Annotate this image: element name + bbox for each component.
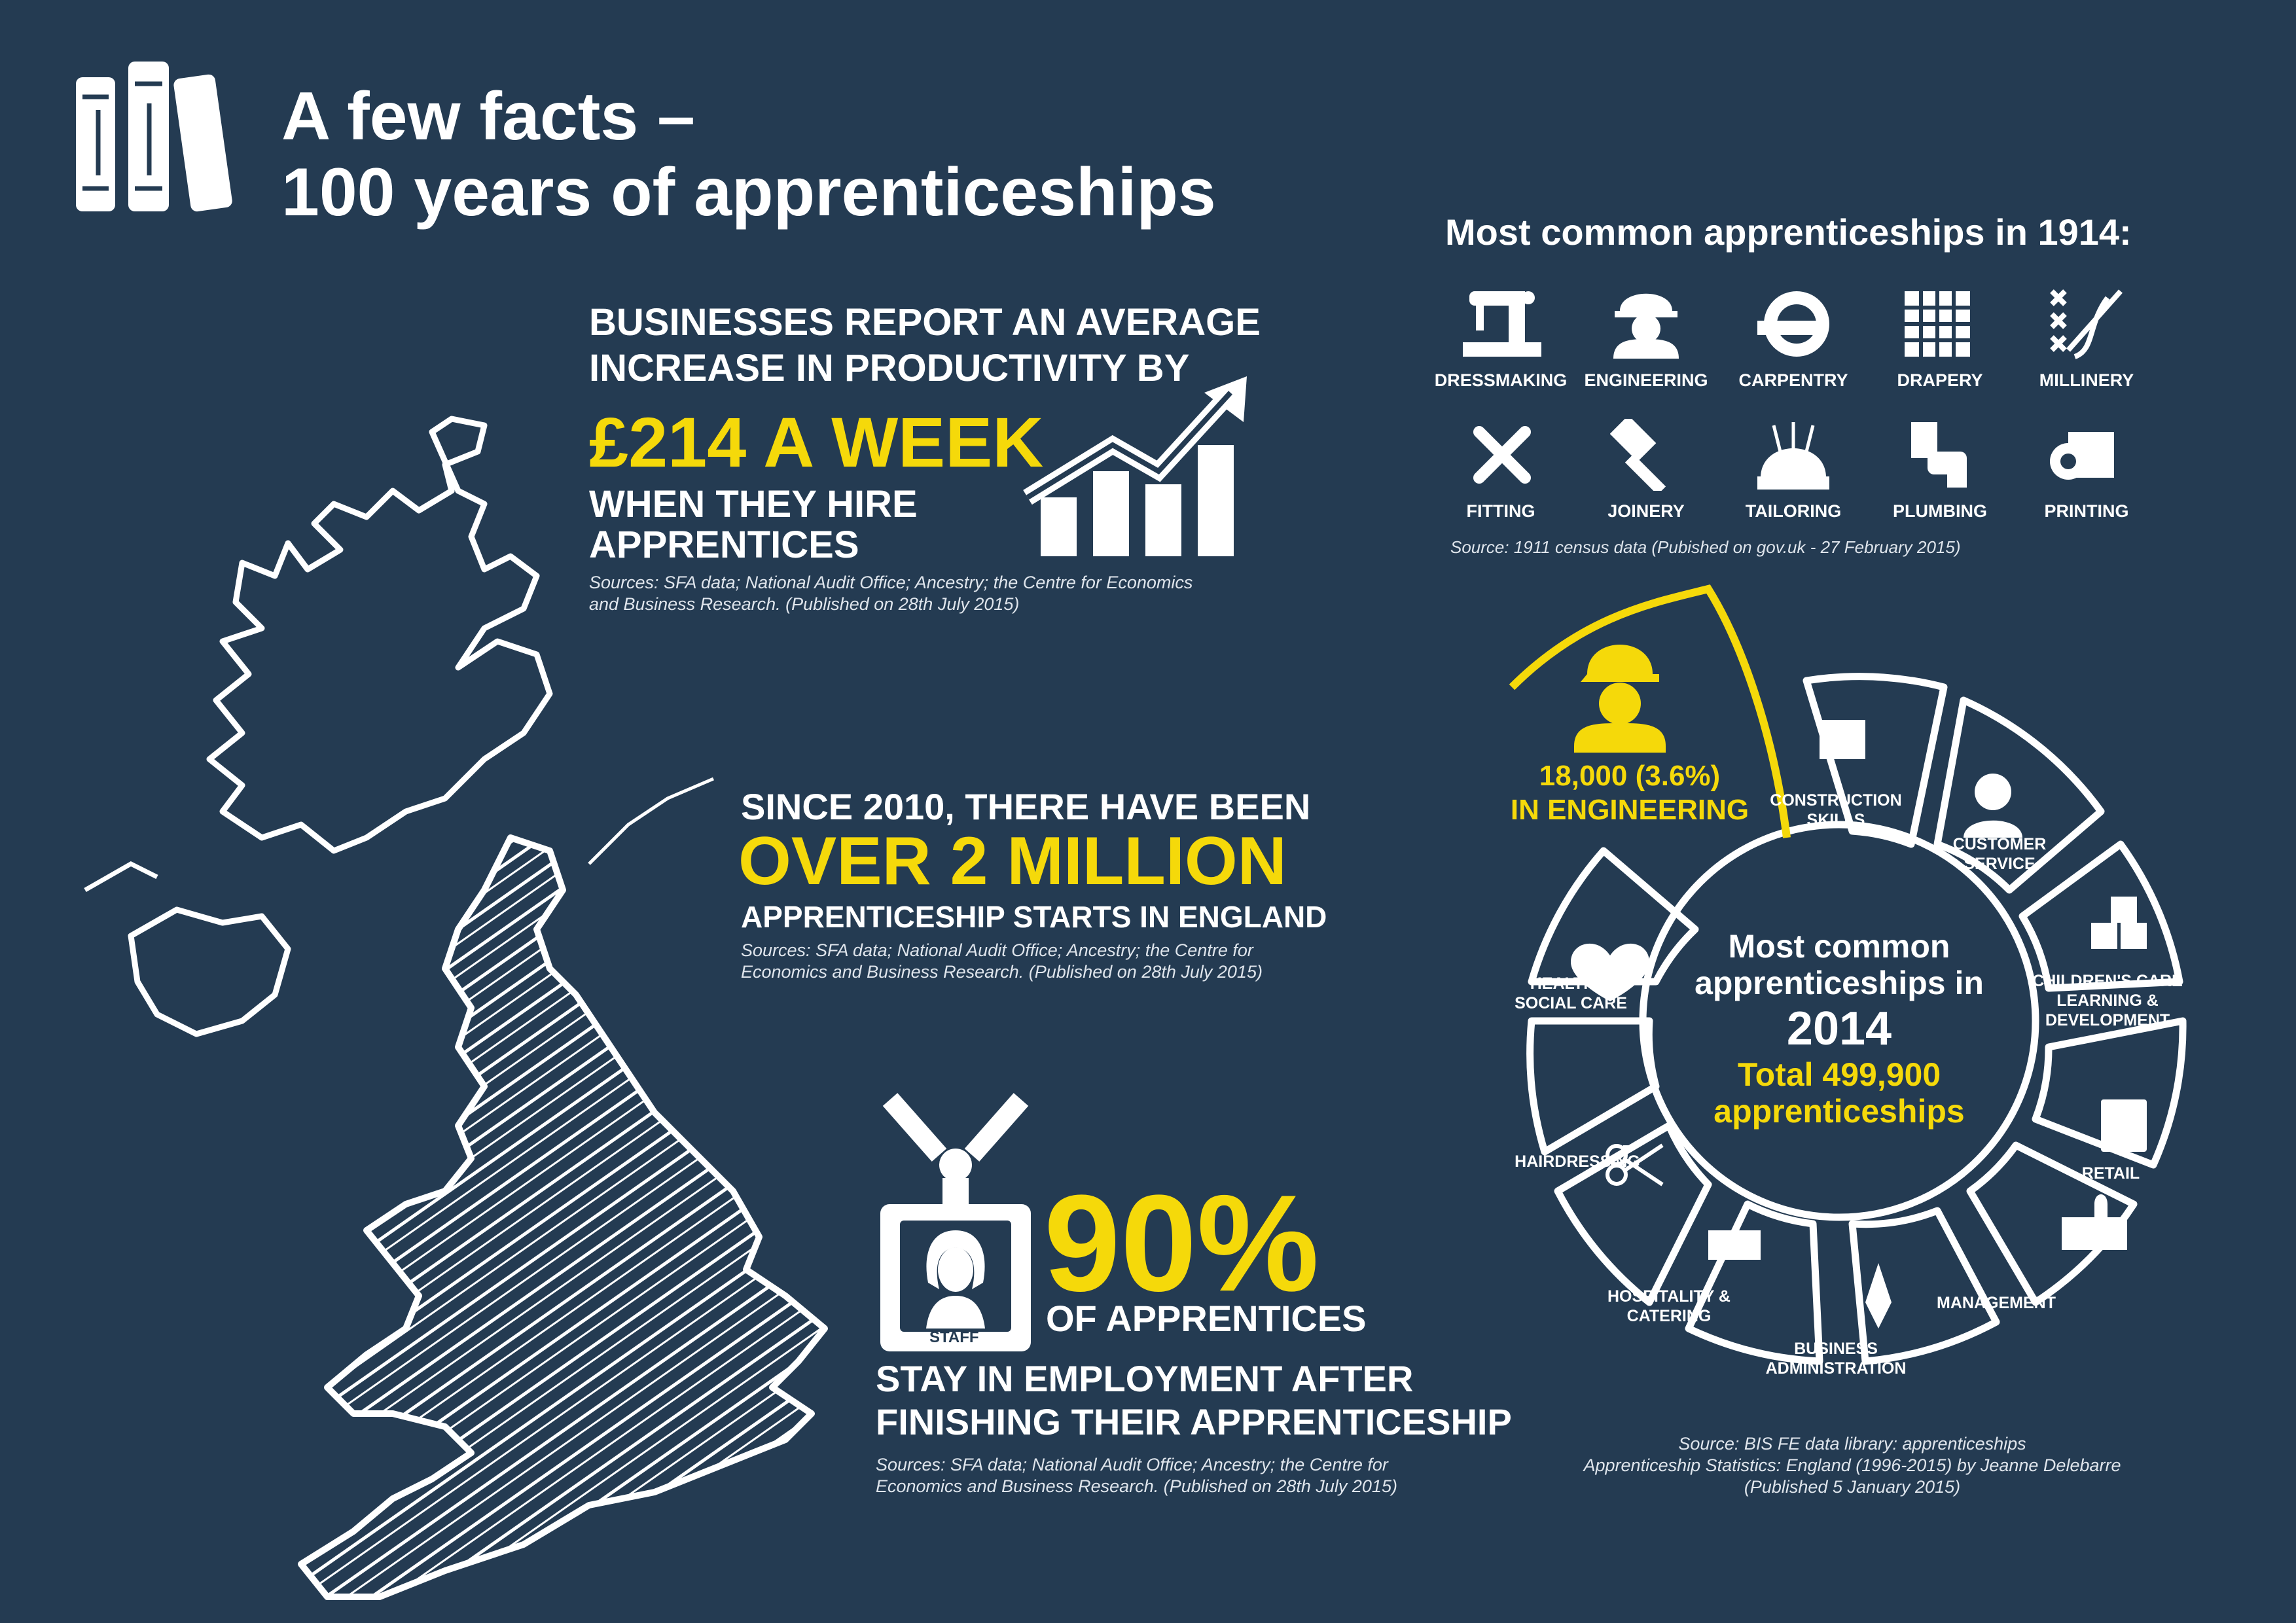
- productivity-text: BUSINESSES REPORT AN AVERAGE INCREASE IN…: [589, 300, 1261, 391]
- productivity-line-1: BUSINESSES REPORT AN AVERAGE: [589, 301, 1261, 344]
- segment-retail-1: RETAIL: [2081, 1164, 2140, 1183]
- joinery-icon: [1610, 419, 1666, 491]
- segment-hospitality: HOSPITALITY & CATERING: [1571, 1287, 1767, 1326]
- segment-children: CHILDREN'S CARE LEARNING & DEVELOPMENT: [2009, 971, 2206, 1030]
- wheel-center: Most common apprenticeships in 2014 Tota…: [1643, 928, 2036, 1130]
- apprenticeship-wheel: [1509, 584, 2187, 1365]
- uk-map: [84, 416, 828, 1600]
- dressmaking-icon: [1463, 291, 1541, 357]
- engineering-highlight: 18,000 (3.6%) IN ENGINEERING: [1476, 759, 1784, 827]
- starts-source-1: Sources: SFA data; National Audit Office…: [741, 940, 1253, 960]
- employment-source-2: Economics and Business Research. (Publis…: [876, 1476, 1397, 1496]
- employment-percent: 90%: [1044, 1166, 1319, 1320]
- fitting-icon: [1473, 426, 1531, 484]
- engineering-highlight-label: IN ENGINEERING: [1510, 794, 1749, 826]
- segment-customer-2: SERVICE: [1964, 855, 2036, 873]
- staff-badge-label: STAFF: [929, 1329, 979, 1346]
- segment-health: HEALTH & SOCIAL CARE: [1492, 974, 1649, 1013]
- productivity-source-1: Sources: SFA data; National Audit Office…: [589, 573, 1193, 592]
- printing-icon: [2050, 432, 2114, 480]
- wheel-total-2: apprenticeships: [1713, 1093, 1965, 1130]
- label-plumbing: PLUMBING: [1893, 501, 1987, 521]
- segment-retail: RETAIL: [2049, 1164, 2173, 1183]
- wheel-center-line-2: apprenticeships in: [1695, 965, 1984, 1001]
- segment-health-1: HEALTH &: [1530, 974, 1612, 993]
- starts-line-2: APPRENTICESHIP STARTS IN ENGLAND: [741, 900, 1327, 934]
- common-2014-source: Source: BIS FE data library: apprentices…: [1525, 1433, 2179, 1498]
- segment-health-2: SOCIAL CARE: [1515, 994, 1627, 1012]
- productivity-line-2: INCREASE IN PRODUCTIVITY BY: [589, 347, 1190, 389]
- wheel-center-year: 2014: [1786, 1003, 1892, 1055]
- productivity-line-4: APPRENTICES: [589, 524, 859, 566]
- employment-line-3: FINISHING THEIR APPRENTICESHIP: [876, 1401, 1512, 1442]
- title-line-2: 100 years of apprenticeships: [281, 154, 1216, 230]
- label-carpentry: CARPENTRY: [1738, 370, 1848, 390]
- engineering-icon: [1613, 293, 1679, 359]
- common-2014-source-3: (Published 5 January 2015): [1744, 1477, 1961, 1497]
- productivity-text-2: WHEN THEY HIRE APPRENTICES: [589, 484, 918, 565]
- segment-management: MANAGEMENT: [1898, 1293, 2094, 1313]
- label-tailoring: TAILORING: [1745, 501, 1842, 521]
- employment-line-2: STAY IN EMPLOYMENT AFTER: [876, 1358, 1414, 1399]
- common-2014-source-2: Apprenticeship Statistics: England (1996…: [1583, 1455, 2121, 1475]
- wheel-total-1: Total 499,900: [1737, 1056, 1941, 1093]
- segment-business-2: ADMINISTRATION: [1765, 1359, 1907, 1378]
- engineering-highlight-value: 18,000 (3.6%): [1539, 760, 1721, 792]
- productivity-line-3: WHEN THEY HIRE: [589, 483, 918, 526]
- segment-business: BUSINESS ADMINISTRATION: [1734, 1339, 1937, 1378]
- segment-customer: CUSTOMER SERVICE: [1918, 834, 2081, 874]
- drapery-icon: [1905, 291, 1970, 357]
- label-joinery: JOINERY: [1607, 501, 1685, 521]
- segment-construction-1: CONSTRUCTION: [1770, 791, 1902, 810]
- productivity-amount: £214 A WEEK: [589, 402, 1044, 482]
- segment-construction-2: SKILLS: [1806, 811, 1865, 829]
- wheel-center-line-1: Most common: [1728, 928, 1950, 965]
- productivity-source: Sources: SFA data; National Audit Office…: [589, 572, 1193, 615]
- segment-management-1: MANAGEMENT: [1937, 1294, 2056, 1312]
- common-1914-source: Source: 1911 census data (Pubished on go…: [1450, 537, 1961, 557]
- segment-customer-1: CUSTOMER: [1952, 835, 2047, 853]
- employment-line-1: OF APPRENTICES: [1046, 1298, 1367, 1339]
- label-fitting: FITTING: [1466, 501, 1535, 521]
- employment-text: STAY IN EMPLOYMENT AFTER FINISHING THEIR…: [876, 1357, 1512, 1444]
- segment-business-1: BUSINESS: [1794, 1340, 1878, 1358]
- tailoring-icon: [1757, 422, 1829, 490]
- starts-source-2: Economics and Business Research. (Publis…: [741, 962, 1263, 982]
- label-millinery: MILLINERY: [2039, 370, 2134, 390]
- title-line-1: A few facts –: [281, 79, 695, 154]
- label-dressmaking: DRESSMAKING: [1434, 370, 1568, 390]
- employment-source: Sources: SFA data; National Audit Office…: [876, 1454, 1397, 1497]
- segment-construction: CONSTRUCTION SKILLS: [1741, 791, 1931, 830]
- label-engineering: ENGINEERING: [1584, 370, 1708, 390]
- carpentry-icon: [1757, 291, 1829, 357]
- starts-line-1: SINCE 2010, THERE HAVE BEEN: [741, 786, 1311, 827]
- productivity-source-2: and Business Research. (Published on 28t…: [589, 594, 1020, 614]
- segment-children-3: DEVELOPMENT: [2045, 1011, 2170, 1029]
- staff-badge-icon: [880, 1093, 1031, 1351]
- segment-children-1: CHILDREN'S CARE: [2032, 972, 2183, 990]
- segment-hospitality-2: CATERING: [1626, 1307, 1712, 1325]
- segment-children-2: LEARNING &: [2056, 991, 2159, 1010]
- page-title: A few facts – 100 years of apprenticeshi…: [281, 79, 1216, 230]
- common-1914-heading: Most common apprenticeships in 1914:: [1445, 211, 2132, 253]
- growth-chart-icon: [1023, 376, 1247, 556]
- starts-source: Sources: SFA data; National Audit Office…: [741, 940, 1263, 983]
- label-drapery: DRAPERY: [1897, 370, 1983, 390]
- plumbing-icon: [1911, 422, 1967, 488]
- label-printing: PRINTING: [2044, 501, 2129, 521]
- segment-hospitality-1: HOSPITALITY &: [1607, 1287, 1731, 1306]
- common-2014-source-1: Source: BIS FE data library: apprentices…: [1678, 1434, 2026, 1454]
- employment-source-1: Sources: SFA data; National Audit Office…: [876, 1455, 1388, 1474]
- segment-hairdressing-1: HAIRDRESSING: [1515, 1152, 1640, 1171]
- starts-amount: OVER 2 MILLION: [738, 823, 1287, 899]
- millinery-icon: [2050, 289, 2123, 359]
- segment-hairdressing: HAIRDRESSING: [1492, 1152, 1662, 1171]
- books-icon: [76, 62, 232, 212]
